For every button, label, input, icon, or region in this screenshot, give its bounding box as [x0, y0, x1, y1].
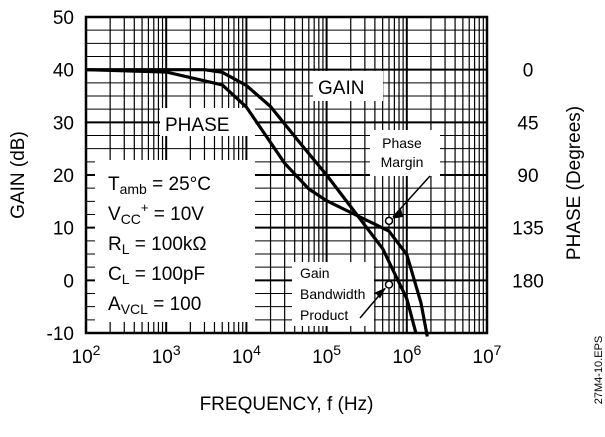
label-background — [313, 71, 383, 101]
label-background — [160, 108, 255, 136]
phase-margin-label: Margin — [381, 154, 424, 170]
label-background — [292, 262, 374, 326]
test-condition: CL = 100pF — [108, 264, 205, 287]
phase-margin-arrowhead — [392, 208, 404, 219]
y2-tick-label: 0 — [523, 61, 534, 82]
chart-grid — [84, 15, 489, 335]
x-tick-label: 107 — [473, 342, 502, 368]
gain-bandwidth-label: Bandwidth — [300, 286, 365, 302]
y-tick-label: 10 — [53, 219, 74, 240]
y-tick-label: 40 — [53, 61, 74, 82]
label-background — [370, 130, 440, 176]
y-tick-label: 50 — [53, 8, 74, 29]
x-axis-title: FREQUENCY, f (Hz) — [200, 394, 374, 415]
gain-bandwidth-arrowhead — [375, 287, 387, 299]
plot-frame — [84, 15, 489, 335]
phase-series-label: PHASE — [165, 115, 229, 136]
x-tick-label: 102 — [72, 342, 101, 368]
chart-labels: FREQUENCY, f (Hz) GAIN (dB) PHASE (Degrees… — [8, 78, 605, 415]
label-background — [95, 160, 255, 322]
test-condition: RL = 100kΩ — [108, 234, 207, 257]
y2-tick-label: 45 — [517, 113, 538, 134]
x-tick-label: 103 — [152, 342, 181, 368]
phase-curve — [85, 68, 429, 337]
phase-margin-label: Phase — [382, 135, 422, 151]
x-tick-label: 104 — [232, 342, 261, 368]
y2-axis-title: PHASE (Degrees) — [564, 106, 585, 260]
y-tick-label: 20 — [53, 166, 74, 187]
y2-tick-label: 90 — [517, 166, 538, 187]
x-tick-label: 106 — [392, 342, 421, 368]
phase-margin-arrow — [392, 175, 431, 218]
y2-tick-label: 135 — [512, 219, 544, 240]
y2-tick-label: 180 — [512, 271, 544, 292]
y-tick-label: 30 — [53, 113, 74, 134]
x-tick-label: 105 — [312, 342, 341, 368]
figure-id: 27M4-10.EPS — [593, 336, 605, 404]
gain-bandwidth-label: Product — [300, 307, 348, 323]
y-tick-label: -10 — [47, 324, 74, 345]
gain-bandwidth-point — [384, 280, 394, 289]
phase-margin-point — [384, 216, 394, 226]
y-tick-label: 0 — [63, 271, 74, 292]
chart-curves — [85, 68, 431, 337]
y-axis-title: GAIN (dB) — [8, 131, 29, 219]
gain-curve — [86, 68, 418, 334]
test-condition: VCC+ = 10V — [108, 200, 204, 227]
gain-series-label: GAIN — [318, 78, 364, 99]
gain-bandwidth-label: Gain — [300, 265, 330, 281]
test-condition: AVCL = 100 — [108, 294, 201, 317]
test-condition: Tamb = 25°C — [108, 174, 211, 197]
chart-ticks: 50 40 30 20 10 0 -10 0 45 90 135 180 102 103 104 105 106… — [47, 8, 544, 368]
